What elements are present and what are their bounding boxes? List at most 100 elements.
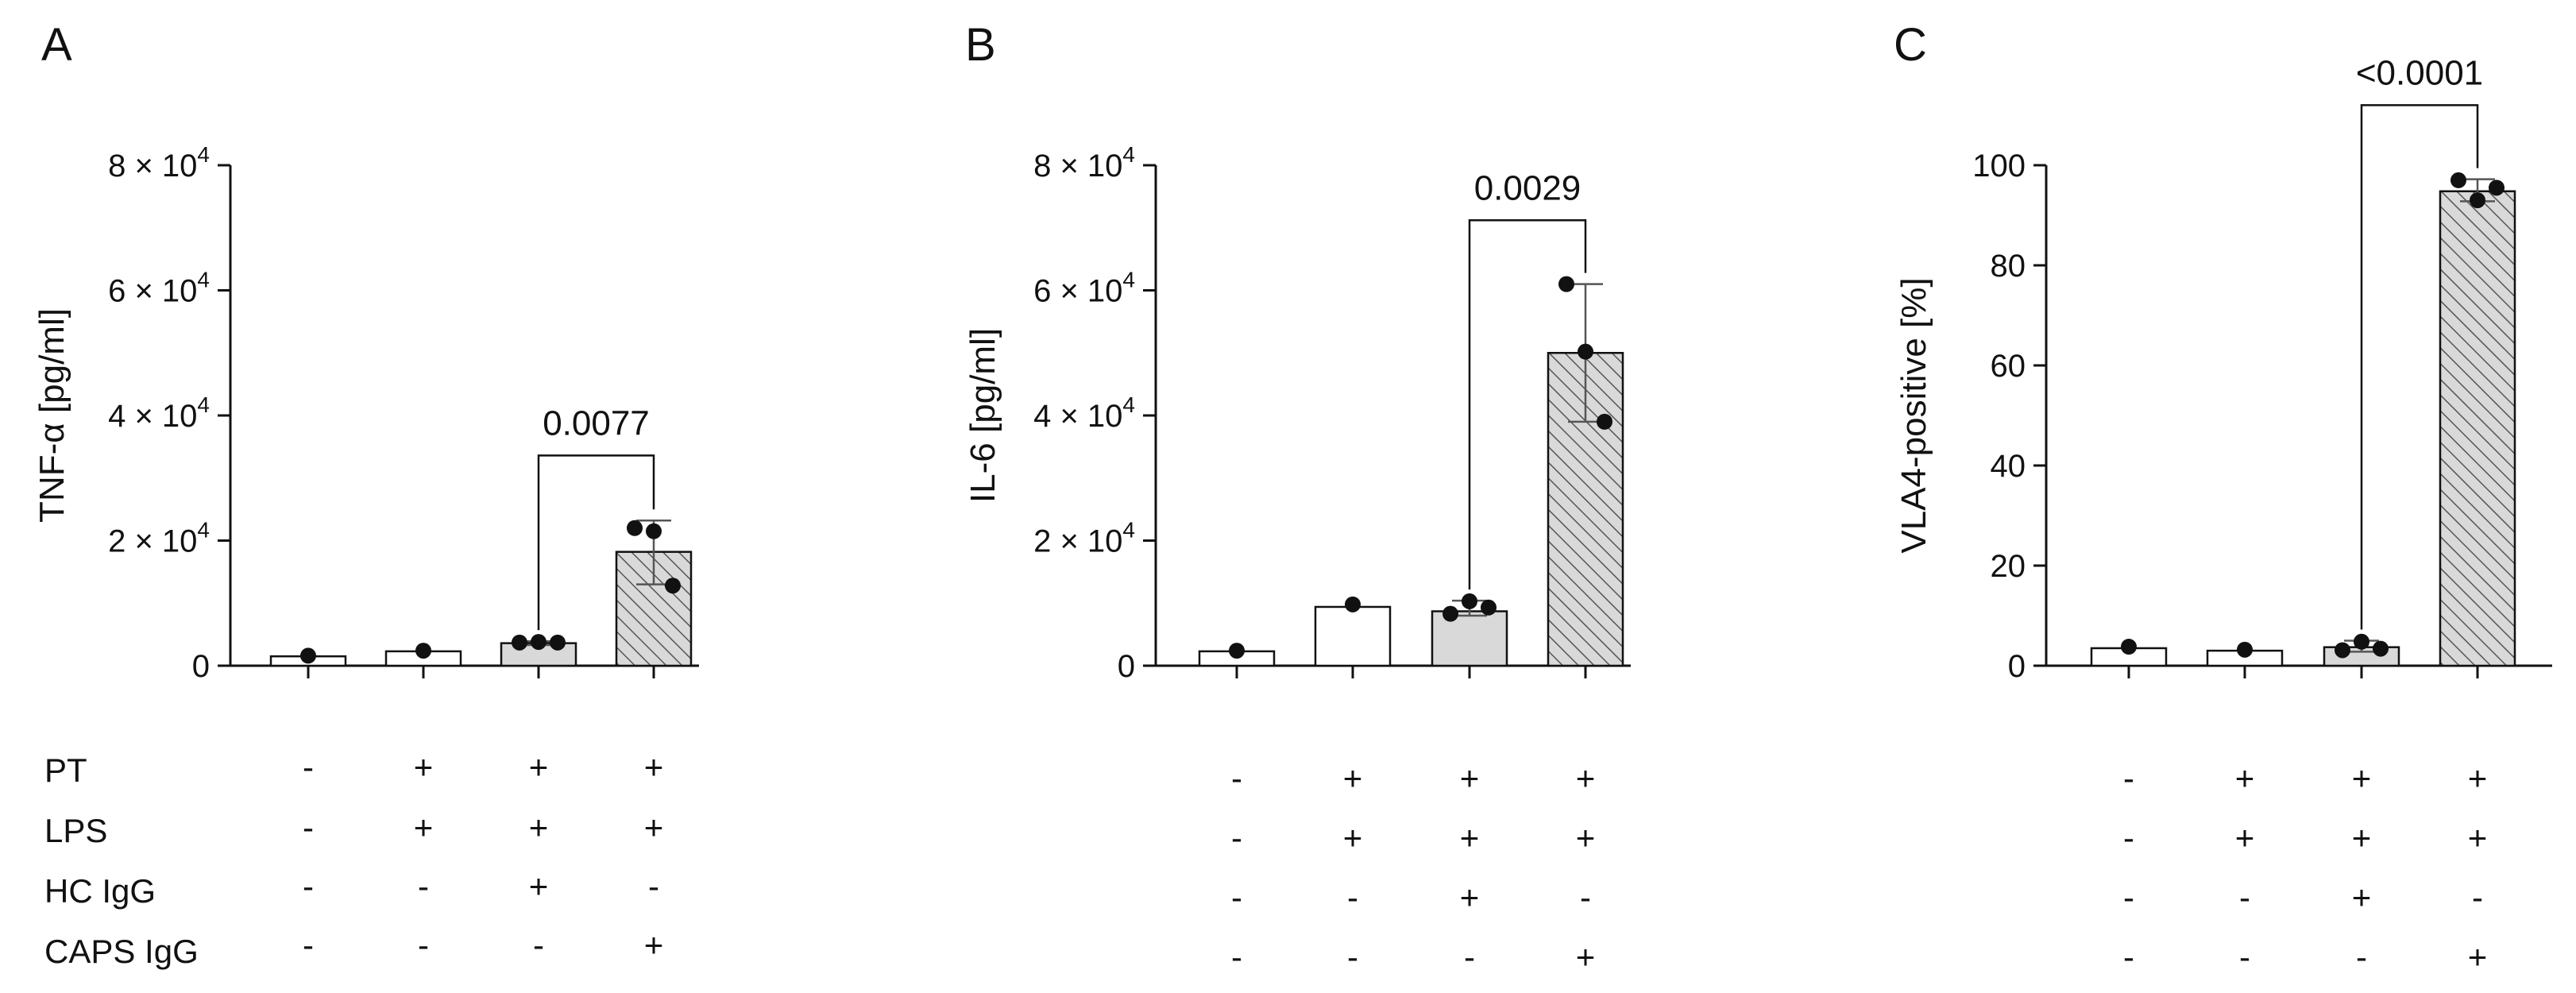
condition-sign: + <box>1576 759 1596 797</box>
condition-sign: + <box>2235 759 2255 797</box>
condition-sign: - <box>533 926 544 964</box>
condition-sign: + <box>2468 938 2488 976</box>
y-tick-label: 0 <box>192 649 210 684</box>
condition-sign: - <box>1580 879 1591 916</box>
y-tick-label: 80 <box>1991 249 2026 284</box>
data-point <box>1345 596 1361 612</box>
y-tick-label: 2 × 104 <box>108 518 210 559</box>
y-axis-label: IL-6 [pg/ml] <box>964 328 1002 503</box>
data-point <box>665 578 681 594</box>
significance-bracket <box>2360 104 2479 630</box>
condition-sign: - <box>2123 938 2134 976</box>
significance-bracket <box>1468 219 1587 590</box>
p-value-label: 0.0029 <box>1474 168 1582 207</box>
y-axis-label: TNF-α [pg/ml] <box>33 308 71 523</box>
condition-sign: - <box>648 867 659 905</box>
y-tick-label: 0 <box>1118 649 1135 684</box>
condition-sign: - <box>2123 819 2134 856</box>
condition-sign: + <box>1460 759 1480 797</box>
condition-sign: - <box>418 926 429 964</box>
condition-sign: - <box>2356 938 2367 976</box>
condition-sign: + <box>1460 819 1480 856</box>
condition-sign: - <box>2239 879 2250 916</box>
data-point <box>627 520 643 536</box>
condition-sign: - <box>1231 938 1242 976</box>
data-point <box>2373 640 2389 657</box>
panel-b: B 0 2 × 104 4 × 104 6 × 104 8 × 104 IL-6 [pg/m… <box>964 19 1631 976</box>
bar <box>2439 190 2516 667</box>
panel-a: A 0 2 × 104 4 × 104 6 × 104 8 × 104 TNF-α [pg/… <box>33 19 699 964</box>
condition-sign: + <box>529 867 549 905</box>
p-value-label: 0.0077 <box>543 404 650 442</box>
condition-sign: - <box>418 867 429 905</box>
condition-sign: - <box>2123 759 2134 797</box>
panel-letter: A <box>41 19 72 71</box>
condition-sign: - <box>303 926 314 964</box>
condition-sign: - <box>303 748 314 786</box>
data-point <box>2354 633 2369 650</box>
significance-bracket <box>537 454 655 631</box>
panel-letter: C <box>1894 19 1927 71</box>
condition-sign: + <box>414 809 434 846</box>
condition-label-lps: LPS <box>44 812 107 849</box>
condition-sign: - <box>1347 879 1358 916</box>
y-tick-label: 20 <box>1991 549 2026 584</box>
data-point <box>300 647 316 664</box>
condition-sign: - <box>1231 759 1242 797</box>
y-tick-label: 0 <box>2008 649 2026 684</box>
condition-sign: - <box>1231 879 1242 916</box>
condition-sign: - <box>303 867 314 905</box>
condition-sign: + <box>529 748 549 786</box>
y-tick-label: 40 <box>1991 449 2026 484</box>
data-point <box>2450 172 2466 188</box>
condition-sign: + <box>2468 819 2488 856</box>
condition-sign: - <box>2472 879 2483 916</box>
condition-sign: - <box>1347 938 1358 976</box>
condition-label-hc-igg: HC IgG <box>44 872 156 910</box>
condition-sign: - <box>1464 938 1475 976</box>
condition-sign: + <box>2352 759 2372 797</box>
y-tick-label: 100 <box>1972 149 2026 184</box>
data-point <box>646 523 662 539</box>
data-point <box>415 643 431 659</box>
condition-sign: - <box>303 809 314 846</box>
data-point <box>1558 276 1574 292</box>
data-point <box>1597 413 1612 430</box>
condition-sign: - <box>1231 819 1242 856</box>
condition-sign: + <box>1460 879 1480 916</box>
condition-label-pt: PT <box>44 752 87 789</box>
panel-c: C 0 20 40 60 80 100 VLA4-positive [%] <0.0001 - + +… <box>1894 19 2552 976</box>
data-point <box>1578 343 1593 360</box>
y-tick-label: 4 × 104 <box>1033 392 1135 434</box>
condition-sign: + <box>2235 819 2255 856</box>
condition-sign: - <box>2239 938 2250 976</box>
data-point <box>531 634 546 651</box>
bar <box>1431 610 1508 667</box>
data-point <box>2335 642 2350 659</box>
data-point <box>2470 192 2485 209</box>
data-point <box>512 634 527 651</box>
condition-sign: + <box>1343 759 1363 797</box>
condition-sign: + <box>644 809 664 846</box>
data-point <box>1481 599 1497 616</box>
data-point <box>1229 643 1245 659</box>
y-tick-label: 8 × 104 <box>108 142 210 184</box>
panel-letter: B <box>965 19 996 71</box>
p-value-label: <0.0001 <box>2356 53 2483 92</box>
y-tick-label: 4 × 104 <box>108 392 210 434</box>
condition-label-caps-igg: CAPS IgG <box>44 933 199 970</box>
condition-sign: + <box>2352 879 2372 916</box>
bar <box>1314 605 1392 667</box>
condition-sign: + <box>414 748 434 786</box>
y-tick-label: 2 × 104 <box>1033 518 1135 559</box>
condition-sign: + <box>2468 759 2488 797</box>
data-point <box>1462 593 1477 609</box>
y-tick-label: 6 × 104 <box>108 268 210 309</box>
condition-sign: + <box>1576 938 1596 976</box>
y-tick-label: 8 × 104 <box>1033 142 1135 184</box>
data-point <box>550 634 566 651</box>
condition-sign: - <box>2123 879 2134 916</box>
data-point <box>2121 639 2137 655</box>
condition-sign: + <box>1343 819 1363 856</box>
